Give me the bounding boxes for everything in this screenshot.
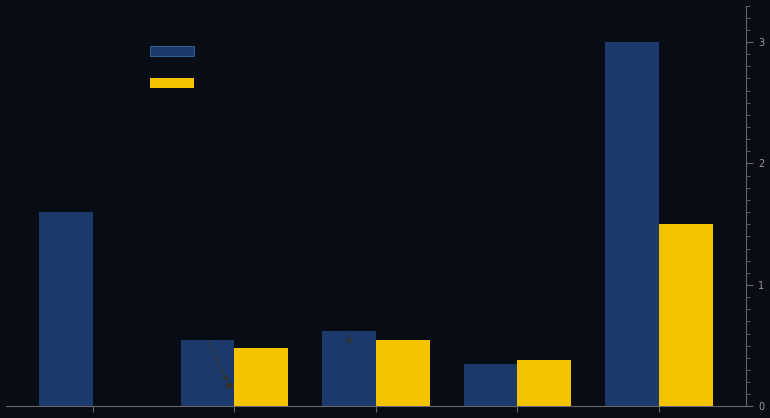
Bar [322,331,376,406]
Bar [517,360,571,406]
Bar [659,224,713,406]
Bar [39,212,93,406]
Bar [376,340,430,406]
FancyBboxPatch shape [150,46,195,56]
Bar [181,340,235,406]
Bar [605,42,659,406]
FancyBboxPatch shape [150,78,195,88]
Bar [464,364,517,406]
Bar [235,348,288,406]
